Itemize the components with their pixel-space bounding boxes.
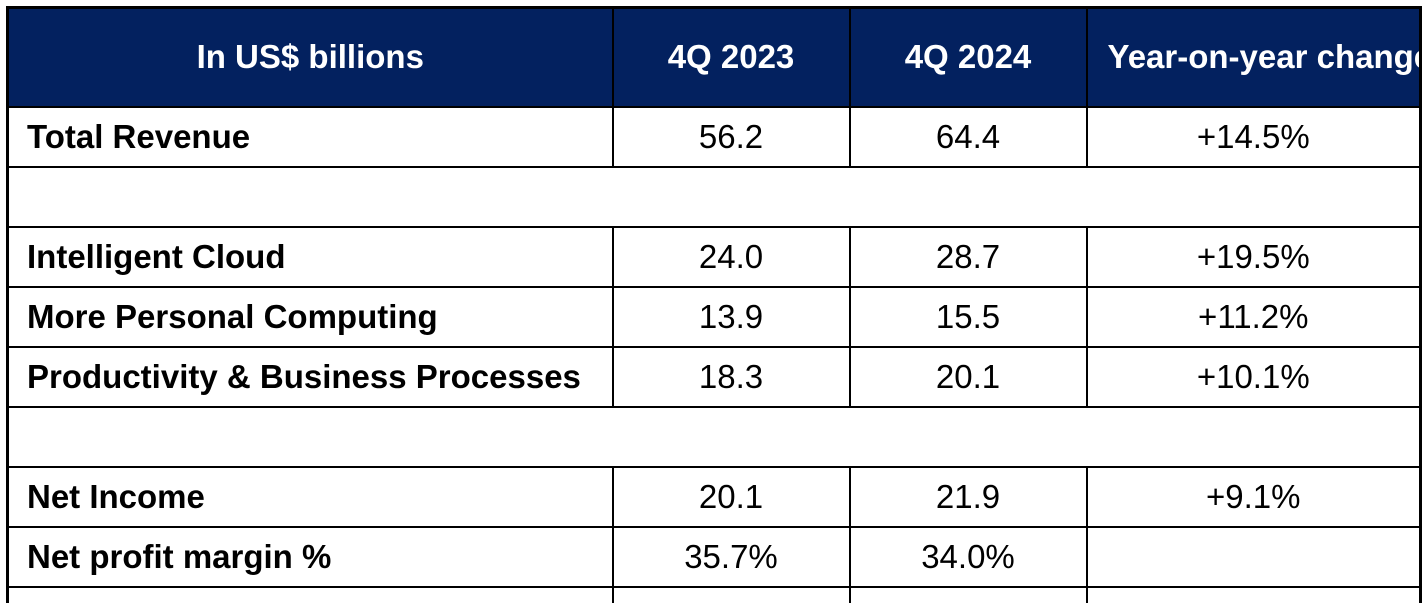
value-yoy-change: +9.0%	[1085, 586, 1422, 603]
spacer-band	[6, 166, 1422, 228]
table-row-productivity-business-processes: Productivity & Business Processes 18.3 2…	[6, 346, 1422, 408]
header-cell-4q2023: 4Q 2023	[611, 6, 851, 108]
spacer-row	[6, 166, 1422, 228]
row-label: Earnings per share (in US$)	[6, 586, 614, 603]
value-4q2023: 20.1	[611, 466, 851, 528]
value-4q2024: 34.0%	[848, 526, 1088, 588]
spacer-row	[6, 406, 1422, 468]
quarterly-results-table: In US$ billions 4Q 2023 4Q 2024 Year-on-…	[6, 6, 1422, 603]
table-row-total-revenue: Total Revenue 56.2 64.4 +14.5%	[6, 106, 1422, 168]
spacer-band	[6, 406, 1422, 468]
row-label: Intelligent Cloud	[6, 226, 614, 288]
row-label: Total Revenue	[6, 106, 614, 168]
table-row-net-profit-margin: Net profit margin % 35.7% 34.0%	[6, 526, 1422, 588]
value-4q2023: 2.690	[611, 586, 851, 603]
header-cell-yoy-change: Year-on-year change %	[1085, 6, 1422, 108]
value-4q2024: 20.1	[848, 346, 1088, 408]
row-label: Net Income	[6, 466, 614, 528]
value-4q2024: 21.9	[848, 466, 1088, 528]
row-label: Net profit margin %	[6, 526, 614, 588]
value-yoy-change: +19.5%	[1085, 226, 1422, 288]
table-row-net-income: Net Income 20.1 21.9 +9.1%	[6, 466, 1422, 528]
value-yoy-change: +10.1%	[1085, 346, 1422, 408]
header-row: In US$ billions 4Q 2023 4Q 2024 Year-on-…	[6, 6, 1422, 108]
value-4q2024: 64.4	[848, 106, 1088, 168]
table-row-intelligent-cloud: Intelligent Cloud 24.0 28.7 +19.5%	[6, 226, 1422, 288]
value-4q2023: 35.7%	[611, 526, 851, 588]
value-4q2023: 13.9	[611, 286, 851, 348]
value-4q2024: 15.5	[848, 286, 1088, 348]
row-label: More Personal Computing	[6, 286, 614, 348]
value-yoy-change: +11.2%	[1085, 286, 1422, 348]
row-label: Productivity & Business Processes	[6, 346, 614, 408]
value-4q2024: 28.7	[848, 226, 1088, 288]
value-yoy-change-empty	[1085, 526, 1422, 588]
header-cell-metric-label: In US$ billions	[6, 6, 614, 108]
value-yoy-change: +14.5%	[1085, 106, 1422, 168]
table-row-earnings-per-share: Earnings per share (in US$) 2.690 2.931 …	[6, 586, 1422, 603]
value-4q2023: 18.3	[611, 346, 851, 408]
value-4q2024: 2.931	[848, 586, 1088, 603]
value-4q2023: 24.0	[611, 226, 851, 288]
table-row-more-personal-computing: More Personal Computing 13.9 15.5 +11.2%	[6, 286, 1422, 348]
value-4q2023: 56.2	[611, 106, 851, 168]
value-yoy-change: +9.1%	[1085, 466, 1422, 528]
header-cell-4q2024: 4Q 2024	[848, 6, 1088, 108]
